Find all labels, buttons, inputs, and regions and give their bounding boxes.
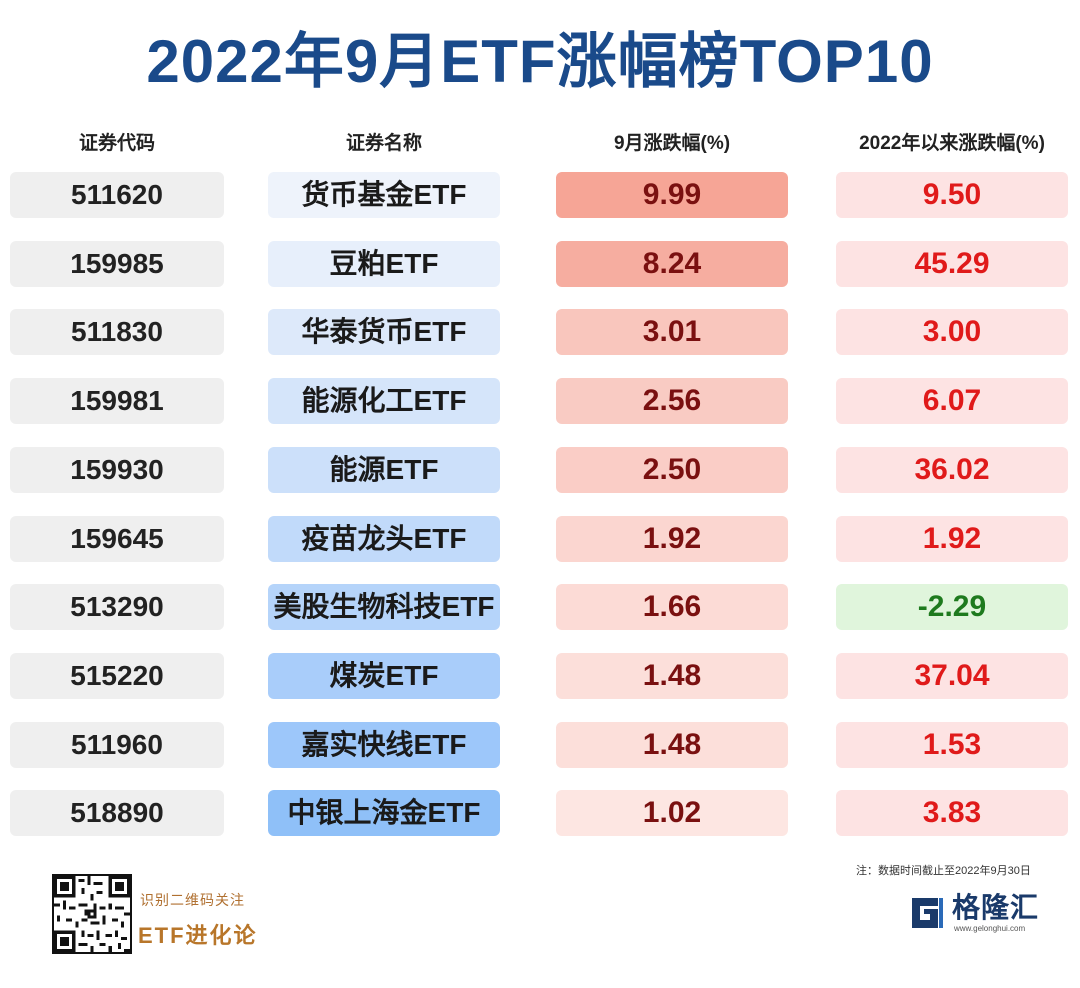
security-name: 疫苗龙头ETF [268,516,500,562]
logo-url: www.gelonghui.com [954,924,1026,933]
security-code: 511830 [10,309,224,355]
ytd-change-value: 45.29 [836,241,1068,287]
sep-change-value: 8.24 [556,241,788,287]
data-note: 注：数据时间截止至2022年9月30日 [856,865,1031,877]
security-code: 159985 [10,241,224,287]
ytd-change-value: 36.02 [836,447,1068,493]
qr-code-icon[interactable] [52,874,132,954]
logo-text: 格隆汇 [952,892,1040,923]
ytd-change-value: 6.07 [836,378,1068,424]
ytd-change-value: 3.83 [836,790,1068,836]
qr-caption: 识别二维码关注 [140,892,245,908]
ytd-change-value: 9.50 [836,172,1068,218]
table-row: 513290 美股生物科技ETF 1.66 -2.29 [0,584,1080,630]
sep-change-value: 2.56 [556,378,788,424]
ytd-change-value: 1.92 [836,516,1068,562]
table-row: 159981 能源化工ETF 2.56 6.07 [0,378,1080,424]
security-name: 美股生物科技ETF [268,584,500,630]
sep-change-value: 3.01 [556,309,788,355]
header-sep-change: 9月涨跌幅(%) [613,133,731,154]
sep-change-value: 1.48 [556,653,788,699]
sep-change-value: 2.50 [556,447,788,493]
sep-change-value: 1.48 [556,722,788,768]
table-row: 511620 货币基金ETF 9.99 9.50 [0,172,1080,218]
sep-change-value: 1.66 [556,584,788,630]
header-ytd-change: 2022年以来涨跌幅(%) [859,133,1045,154]
table-row: 511960 嘉实快线ETF 1.48 1.53 [0,722,1080,768]
security-name: 嘉实快线ETF [268,722,500,768]
brand-name: ETF进化论 [138,923,258,948]
security-name: 中银上海金ETF [268,790,500,836]
security-name: 豆粕ETF [268,241,500,287]
table-row: 518890 中银上海金ETF 1.02 3.83 [0,790,1080,836]
table-row: 511830 华泰货币ETF 3.01 3.00 [0,309,1080,355]
table-row: 159645 疫苗龙头ETF 1.92 1.92 [0,516,1080,562]
security-name: 货币基金ETF [268,172,500,218]
security-code: 513290 [10,584,224,630]
sep-change-value: 9.99 [556,172,788,218]
security-code: 511960 [10,722,224,768]
ytd-change-value: 3.00 [836,309,1068,355]
table-row: 159930 能源ETF 2.50 36.02 [0,447,1080,493]
sep-change-value: 1.02 [556,790,788,836]
table-row: 159985 豆粕ETF 8.24 45.29 [0,241,1080,287]
security-name: 能源化工ETF [268,378,500,424]
ytd-change-value: 1.53 [836,722,1068,768]
security-name: 能源ETF [268,447,500,493]
security-code: 511620 [10,172,224,218]
ytd-change-value: 37.04 [836,653,1068,699]
security-code: 159645 [10,516,224,562]
header-code: 证券代码 [78,133,155,154]
security-code: 518890 [10,790,224,836]
ytd-change-value: -2.29 [836,584,1068,630]
security-name: 煤炭ETF [268,653,500,699]
security-code: 515220 [10,653,224,699]
gelonghui-logo-icon [908,894,946,932]
security-code: 159930 [10,447,224,493]
security-code: 159981 [10,378,224,424]
security-name: 华泰货币ETF [268,309,500,355]
sep-change-value: 1.92 [556,516,788,562]
page-title: 2022年9月ETF涨幅榜TOP10 [146,28,934,95]
table-row: 515220 煤炭ETF 1.48 37.04 [0,653,1080,699]
header-name: 证券名称 [345,133,422,154]
